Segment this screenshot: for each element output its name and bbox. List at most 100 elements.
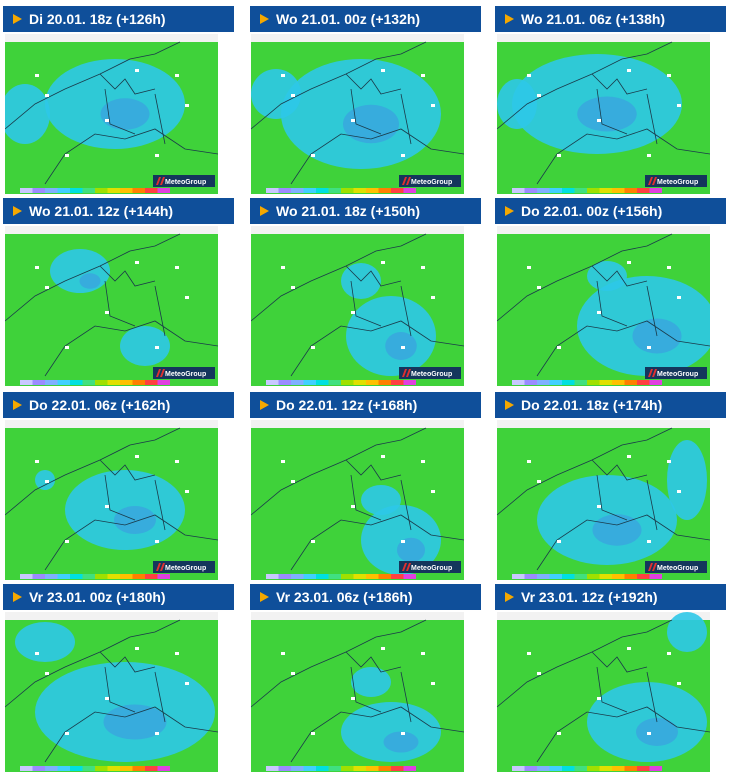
station-marker: [431, 296, 435, 299]
forecast-header[interactable]: Wo 21.01. 18z (+150h): [250, 198, 481, 224]
station-marker: [381, 647, 385, 650]
station-marker: [527, 74, 531, 77]
scale-swatch: [132, 574, 145, 579]
logo-text: MeteoGroup: [165, 371, 206, 378]
scale-swatch: [20, 380, 33, 385]
map-caption: [251, 420, 464, 428]
precip-area: [341, 702, 441, 762]
scale-swatch: [366, 380, 379, 385]
scale-swatch: [107, 188, 120, 193]
map-caption: [251, 612, 464, 620]
logo-box: [399, 561, 461, 573]
station-marker: [45, 94, 49, 97]
station-marker: [597, 119, 601, 122]
forecast-header[interactable]: Do 22.01. 06z (+162h): [3, 392, 234, 418]
precip-area: [120, 326, 170, 366]
scale-swatch: [32, 766, 45, 771]
coastline: [251, 427, 464, 571]
scale-swatch: [512, 574, 525, 579]
station-marker: [175, 460, 179, 463]
scale-swatch: [32, 188, 45, 193]
station-marker: [155, 540, 159, 543]
scale-swatch: [524, 188, 537, 193]
forecast-header[interactable]: Wo 21.01. 00z (+132h): [250, 6, 481, 32]
scale-swatch: [45, 188, 58, 193]
forecast-header[interactable]: Do 22.01. 00z (+156h): [495, 198, 726, 224]
map-caption: [497, 34, 710, 42]
forecast-header[interactable]: Wo 21.01. 06z (+138h): [495, 6, 726, 32]
scale-swatch: [120, 380, 133, 385]
station-marker: [311, 346, 315, 349]
station-marker: [311, 540, 315, 543]
scale-swatch: [353, 380, 366, 385]
scale-swatch: [132, 766, 145, 771]
scale-swatch: [599, 380, 612, 385]
scale-swatch: [624, 574, 637, 579]
scale-swatch: [391, 766, 404, 771]
scale-swatch: [512, 380, 525, 385]
forecast-header[interactable]: Vr 23.01. 12z (+192h): [495, 584, 726, 610]
scale-swatch: [649, 574, 662, 579]
scale-swatch: [45, 766, 58, 771]
logo-icon: [402, 563, 411, 571]
scale-swatch: [157, 574, 170, 579]
scale-swatch: [70, 574, 83, 579]
station-marker: [175, 266, 179, 269]
scale-swatch: [524, 380, 537, 385]
scale-swatch: [328, 188, 341, 193]
scale-swatch: [328, 380, 341, 385]
scale-swatch: [612, 574, 625, 579]
scale-swatch: [403, 380, 416, 385]
forecast-header[interactable]: Vr 23.01. 00z (+180h): [3, 584, 234, 610]
station-marker: [185, 490, 189, 493]
station-marker: [291, 480, 295, 483]
logo-icon: [648, 563, 657, 571]
scale-swatch: [353, 766, 366, 771]
logo-icon: [402, 177, 411, 185]
scale-swatch: [45, 380, 58, 385]
scale-swatch: [353, 574, 366, 579]
station-marker: [557, 154, 561, 157]
scale-swatch: [95, 188, 108, 193]
scale-swatch: [587, 188, 600, 193]
scale-swatch: [378, 574, 391, 579]
scale-swatch: [303, 574, 316, 579]
station-marker: [647, 154, 651, 157]
station-marker: [35, 266, 39, 269]
station-marker: [421, 652, 425, 655]
station-marker: [527, 266, 531, 269]
map-caption: [5, 226, 218, 234]
station-marker: [105, 119, 109, 122]
station-marker: [281, 74, 285, 77]
scale-swatch: [574, 766, 587, 771]
forecast-header[interactable]: Wo 21.01. 12z (+144h): [3, 198, 234, 224]
scale-swatch: [562, 766, 575, 771]
scale-swatch: [624, 766, 637, 771]
station-marker: [431, 104, 435, 107]
map-caption: [497, 226, 710, 234]
scale-swatch: [649, 766, 662, 771]
station-marker: [65, 346, 69, 349]
scale-swatch: [612, 380, 625, 385]
forecast-header[interactable]: Do 22.01. 18z (+174h): [495, 392, 726, 418]
scale-swatch: [266, 188, 279, 193]
scale-swatch: [341, 380, 354, 385]
scale-swatch: [291, 766, 304, 771]
scale-swatch: [587, 380, 600, 385]
forecast-header[interactable]: Do 22.01. 12z (+168h): [250, 392, 481, 418]
station-marker: [135, 69, 139, 72]
scale-swatch: [157, 380, 170, 385]
station-marker: [421, 266, 425, 269]
station-marker: [291, 286, 295, 289]
precip-area: [497, 79, 537, 129]
logo-text: MeteoGroup: [657, 371, 698, 378]
precip-area: [667, 440, 707, 520]
weather-map: [251, 612, 464, 772]
scale-swatch: [107, 380, 120, 385]
station-marker: [597, 697, 601, 700]
station-marker: [155, 346, 159, 349]
logo-icon: [156, 177, 165, 185]
forecast-header[interactable]: Di 20.01. 18z (+126h): [3, 6, 234, 32]
forecast-header[interactable]: Vr 23.01. 06z (+186h): [250, 584, 481, 610]
scale-swatch: [107, 574, 120, 579]
